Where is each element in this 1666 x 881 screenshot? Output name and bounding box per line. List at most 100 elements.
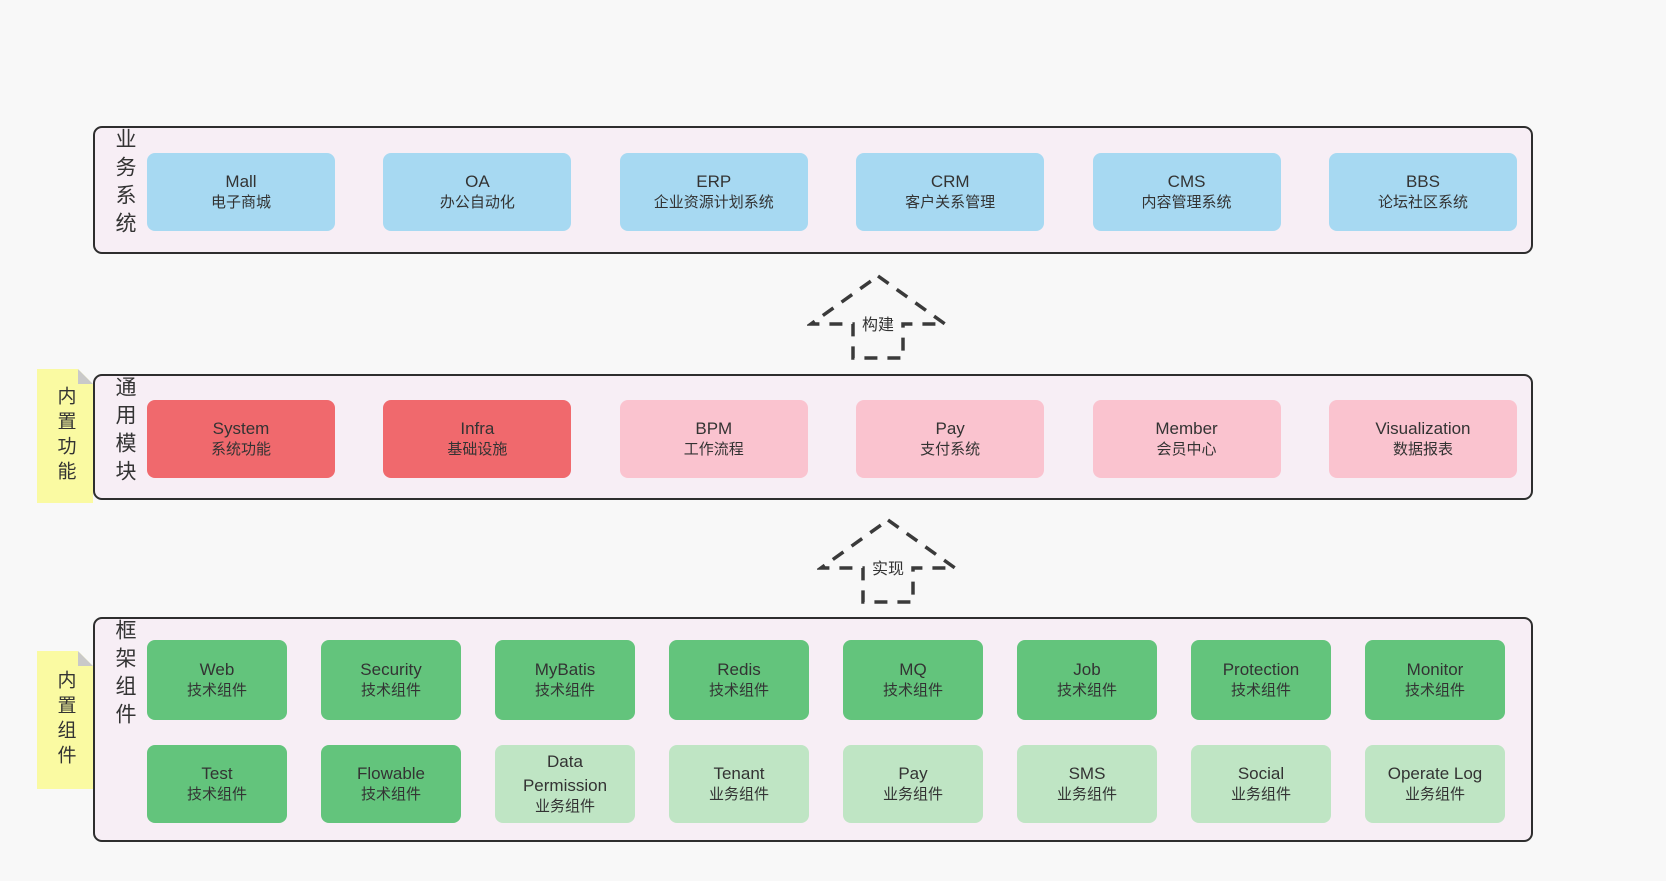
- module-desc: 系统功能: [210, 441, 271, 459]
- module-name: Data Permission: [522, 752, 608, 795]
- module-desc: 技术组件: [534, 682, 595, 700]
- note-built-in-components: 内置组件: [37, 651, 93, 789]
- implement-arrow-label: 实现: [868, 554, 908, 580]
- module-box-tenant: Tenant 业务组件: [669, 745, 809, 823]
- module-desc: 技术组件: [186, 682, 247, 700]
- module-box-erp: ERP 企业资源计划系统: [619, 153, 808, 231]
- module-desc: 数据报表: [1392, 441, 1453, 459]
- module-box-security: Security 技术组件: [321, 640, 461, 720]
- module-name: Visualization: [1375, 418, 1471, 438]
- band-label-framework-components: 框架组件: [113, 619, 136, 731]
- module-box-visualization: Visualization 数据报表: [1328, 400, 1517, 478]
- module-box-member: Member 会员中心: [1092, 400, 1281, 478]
- module-desc: 工作流程: [683, 441, 744, 459]
- module-name: Pay: [898, 763, 928, 783]
- dashed-up-arrow-icon: [807, 273, 949, 360]
- module-desc: 业务组件: [1404, 786, 1465, 804]
- dashed-up-arrow-icon: [817, 517, 959, 604]
- module-box-system: System 系统功能: [147, 400, 335, 478]
- module-box-protection: Protection 技术组件: [1191, 640, 1331, 720]
- build-arrow-icon: 构建: [807, 272, 949, 362]
- module-desc: 业务组件: [1230, 786, 1291, 804]
- module-name: Member: [1155, 418, 1218, 438]
- module-name: CMS: [1167, 171, 1206, 191]
- module-box-mybatis: MyBatis 技术组件: [495, 640, 635, 720]
- module-name: MyBatis: [534, 659, 596, 679]
- module-box-monitor: Monitor 技术组件: [1365, 640, 1505, 720]
- note-built-in-functions: 内置功能: [37, 369, 93, 503]
- module-desc: 技术组件: [1404, 682, 1465, 700]
- module-name: Operate Log: [1387, 763, 1483, 783]
- module-box-sms: SMS 业务组件: [1017, 745, 1157, 823]
- module-desc: 论坛社区系统: [1377, 194, 1468, 212]
- module-box-operate-log: Operate Log 业务组件: [1365, 745, 1505, 823]
- module-desc: 业务组件: [708, 786, 769, 804]
- module-box-oa: OA 办公自动化: [383, 153, 572, 231]
- module-box-cms: CMS 内容管理系统: [1092, 153, 1281, 231]
- module-box-bbs: BBS 论坛社区系统: [1328, 153, 1517, 231]
- framework-biz-row: Test 技术组件 Flowable 技术组件 Data Permission 业务组件 T…: [147, 745, 1505, 823]
- module-name: System: [212, 418, 270, 438]
- framework-tech-row: Web 技术组件 Security 技术组件 MyBatis 技术组件 Redis 技术组件 M…: [147, 640, 1505, 720]
- module-box-mq: MQ 技术组件: [843, 640, 983, 720]
- module-desc: 业务组件: [1056, 786, 1117, 804]
- module-name: Job: [1073, 659, 1101, 679]
- module-name: Social: [1237, 763, 1285, 783]
- module-name: Flowable: [356, 763, 426, 783]
- module-desc: 业务组件: [534, 798, 595, 816]
- module-box-infra: Infra 基础设施: [383, 400, 572, 478]
- module-name: ERP: [696, 171, 732, 191]
- module-box-crm: CRM 客户关系管理: [856, 153, 1045, 231]
- business-systems-row: Mall 电子商城 OA 办公自动化 ERP 企业资源计划系统 CRM 客户关系管理 CMS 内容…: [147, 153, 1517, 231]
- module-box-web: Web 技术组件: [147, 640, 287, 720]
- module-desc: 技术组件: [1230, 682, 1291, 700]
- module-desc: 技术组件: [1056, 682, 1117, 700]
- module-desc: 内容管理系统: [1141, 194, 1232, 212]
- module-name: MQ: [899, 659, 927, 679]
- module-name: CRM: [930, 171, 970, 191]
- band-label-business-systems: 业务系统: [113, 128, 136, 240]
- module-desc: 办公自动化: [439, 194, 515, 212]
- note-built-in-components-label: 内置组件: [54, 670, 76, 770]
- band-framework-components: 框架组件 Web 技术组件 Security 技术组件 MyBatis 技术组件 Redis…: [93, 617, 1533, 842]
- module-desc: 技术组件: [360, 786, 421, 804]
- common-modules-row: System 系统功能 Infra 基础设施 BPM 工作流程 Pay 支付系统 Member 会…: [147, 400, 1517, 478]
- module-desc: 技术组件: [882, 682, 943, 700]
- module-name: SMS: [1068, 763, 1106, 783]
- note-built-in-functions-label: 内置功能: [54, 386, 76, 486]
- implement-arrow-icon: 实现: [817, 516, 959, 606]
- module-desc: 技术组件: [186, 786, 247, 804]
- module-box-test: Test 技术组件: [147, 745, 287, 823]
- band-business-systems: 业务系统 Mall 电子商城 OA 办公自动化 ERP 企业资源计划系统 CRM 客户关系管理…: [93, 126, 1533, 254]
- module-name: Security: [360, 659, 422, 679]
- module-desc: 技术组件: [708, 682, 769, 700]
- module-name: Monitor: [1406, 659, 1464, 679]
- module-name: Protection: [1222, 659, 1300, 679]
- module-box-pay: Pay 业务组件: [843, 745, 983, 823]
- module-box-flowable: Flowable 技术组件: [321, 745, 461, 823]
- module-name: Tenant: [713, 763, 765, 783]
- module-name: Redis: [717, 659, 761, 679]
- module-name: BBS: [1405, 171, 1440, 191]
- module-box-mall: Mall 电子商城: [147, 153, 335, 231]
- module-name: Pay: [935, 418, 965, 438]
- module-box-social: Social 业务组件: [1191, 745, 1331, 823]
- module-name: Test: [201, 763, 233, 783]
- module-name: Web: [199, 659, 235, 679]
- module-desc: 业务组件: [882, 786, 943, 804]
- module-name: OA: [465, 171, 490, 191]
- module-box-bpm: BPM 工作流程: [619, 400, 808, 478]
- module-box-redis: Redis 技术组件: [669, 640, 809, 720]
- module-desc: 支付系统: [920, 441, 981, 459]
- module-name: Infra: [460, 418, 495, 438]
- module-desc: 会员中心: [1156, 441, 1217, 459]
- module-box-data-permission: Data Permission 业务组件: [495, 745, 635, 823]
- module-box-pay: Pay 支付系统: [856, 400, 1045, 478]
- band-label-common-modules: 通用模块: [113, 376, 136, 488]
- module-name: Mall: [225, 171, 257, 191]
- band-common-modules: 通用模块 System 系统功能 Infra 基础设施 BPM 工作流程 Pay 支付系统 Me…: [93, 374, 1533, 500]
- module-desc: 客户关系管理: [905, 194, 996, 212]
- module-desc: 企业资源计划系统: [653, 194, 774, 212]
- module-desc: 基础设施: [447, 441, 508, 459]
